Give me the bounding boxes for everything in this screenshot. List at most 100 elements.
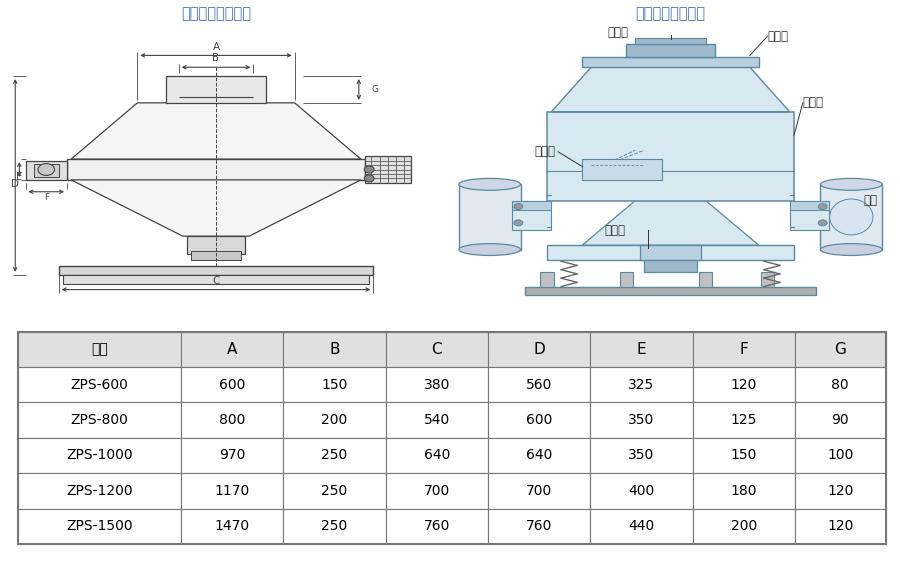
Text: 90: 90 bbox=[832, 413, 849, 427]
Circle shape bbox=[364, 175, 374, 182]
Text: 760: 760 bbox=[424, 519, 450, 534]
Bar bbox=[385, 367, 488, 402]
Bar bbox=[18, 508, 181, 544]
Ellipse shape bbox=[38, 164, 55, 176]
Ellipse shape bbox=[459, 243, 520, 255]
Text: 排杂口: 排杂口 bbox=[535, 145, 556, 158]
Text: 型号: 型号 bbox=[91, 343, 108, 356]
Text: 800: 800 bbox=[219, 413, 246, 427]
Text: ZPS-1500: ZPS-1500 bbox=[66, 519, 132, 534]
Bar bbox=[18, 332, 886, 544]
Circle shape bbox=[514, 220, 523, 226]
Bar bbox=[795, 367, 886, 402]
Text: ZPS-1200: ZPS-1200 bbox=[66, 484, 132, 498]
Text: 350: 350 bbox=[628, 449, 654, 462]
Bar bbox=[18, 438, 181, 473]
Text: 325: 325 bbox=[628, 377, 654, 392]
Text: 200: 200 bbox=[731, 519, 757, 534]
Bar bbox=[181, 332, 284, 367]
Text: E: E bbox=[16, 172, 22, 182]
Bar bbox=[385, 508, 488, 544]
Text: ZPS-800: ZPS-800 bbox=[70, 413, 129, 427]
Bar bbox=[693, 508, 795, 544]
Text: 700: 700 bbox=[424, 484, 450, 498]
Bar bbox=[488, 332, 590, 367]
Text: 250: 250 bbox=[321, 519, 347, 534]
Bar bbox=[385, 332, 488, 367]
Text: 250: 250 bbox=[321, 449, 347, 462]
Ellipse shape bbox=[821, 178, 882, 190]
Polygon shape bbox=[71, 103, 361, 159]
Bar bbox=[582, 159, 662, 180]
Text: F: F bbox=[739, 342, 748, 357]
Bar bbox=[590, 438, 693, 473]
Bar bbox=[512, 201, 552, 210]
Bar bbox=[699, 272, 713, 287]
Bar bbox=[365, 156, 410, 183]
Circle shape bbox=[818, 220, 827, 226]
Bar bbox=[590, 332, 693, 367]
Bar bbox=[284, 402, 385, 438]
Bar bbox=[181, 508, 284, 544]
Circle shape bbox=[514, 203, 523, 210]
Bar bbox=[620, 272, 633, 287]
Text: 100: 100 bbox=[827, 449, 853, 462]
Bar bbox=[590, 473, 693, 508]
Bar bbox=[512, 201, 552, 230]
Bar bbox=[795, 332, 886, 367]
Bar bbox=[284, 367, 385, 402]
Text: 180: 180 bbox=[731, 484, 757, 498]
Text: F: F bbox=[44, 193, 49, 202]
Text: 250: 250 bbox=[321, 484, 347, 498]
Bar bbox=[693, 332, 795, 367]
Text: 380: 380 bbox=[424, 377, 450, 392]
Circle shape bbox=[364, 166, 374, 173]
Bar bbox=[166, 76, 266, 103]
Title: 直排筛外形结构图: 直排筛外形结构图 bbox=[635, 7, 706, 22]
Bar bbox=[644, 260, 697, 272]
Bar bbox=[67, 159, 365, 180]
Bar bbox=[385, 438, 488, 473]
Text: D: D bbox=[11, 180, 19, 189]
Bar bbox=[693, 473, 795, 508]
Bar bbox=[821, 184, 882, 250]
Bar bbox=[547, 245, 794, 260]
Bar bbox=[284, 332, 385, 367]
Text: 400: 400 bbox=[628, 484, 654, 498]
Bar bbox=[582, 57, 759, 67]
Polygon shape bbox=[582, 201, 759, 245]
Text: 进料口: 进料口 bbox=[608, 26, 628, 39]
Bar bbox=[590, 402, 693, 438]
Text: 760: 760 bbox=[526, 519, 553, 534]
Bar bbox=[640, 245, 701, 260]
Text: 700: 700 bbox=[526, 484, 553, 498]
Bar bbox=[181, 473, 284, 508]
Text: ZPS-600: ZPS-600 bbox=[70, 377, 129, 392]
Bar bbox=[284, 508, 385, 544]
Text: 1470: 1470 bbox=[214, 519, 249, 534]
Text: C: C bbox=[431, 342, 442, 357]
Bar bbox=[693, 402, 795, 438]
Text: D: D bbox=[533, 342, 545, 357]
Bar bbox=[488, 508, 590, 544]
Bar bbox=[525, 287, 816, 295]
Bar bbox=[34, 164, 58, 177]
Text: 640: 640 bbox=[424, 449, 450, 462]
Bar bbox=[488, 367, 590, 402]
Text: 600: 600 bbox=[526, 413, 553, 427]
Polygon shape bbox=[71, 180, 361, 236]
Text: 540: 540 bbox=[424, 413, 450, 427]
Circle shape bbox=[818, 203, 827, 210]
Ellipse shape bbox=[459, 178, 520, 190]
Bar bbox=[590, 367, 693, 402]
Bar bbox=[385, 402, 488, 438]
Bar bbox=[789, 201, 829, 210]
Text: 80: 80 bbox=[832, 377, 849, 392]
Title: 直排筛外形尺寸图: 直排筛外形尺寸图 bbox=[181, 7, 251, 22]
Text: 120: 120 bbox=[827, 519, 853, 534]
Ellipse shape bbox=[830, 199, 873, 235]
Text: C: C bbox=[212, 276, 220, 286]
Bar bbox=[385, 473, 488, 508]
Text: 350: 350 bbox=[628, 413, 654, 427]
Text: 120: 120 bbox=[827, 484, 853, 498]
